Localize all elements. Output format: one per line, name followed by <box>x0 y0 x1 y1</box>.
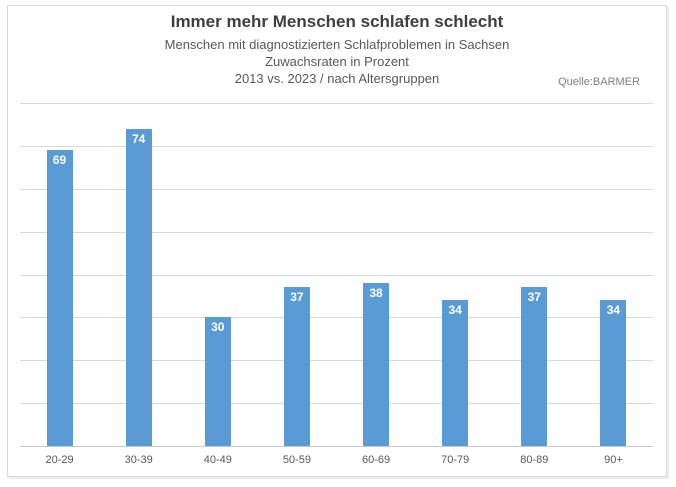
chart-title: Immer mehr Menschen schlafen schlecht <box>170 12 504 31</box>
chart-source-label: Quelle:BARMER <box>558 76 640 88</box>
chart-subtitle-line-3: 2013 vs. 2023 / nach Altersgruppen <box>234 71 440 86</box>
chart-frame <box>7 5 667 477</box>
chart-subtitle-line-1: Menschen mit diagnostizierten Schlafprob… <box>164 37 510 52</box>
chart-subtitle-line-2: Zuwachsraten in Prozent <box>265 54 409 69</box>
chart-subtitle-block: Menschen mit diagnostizierten Schlafprob… <box>7 36 667 87</box>
